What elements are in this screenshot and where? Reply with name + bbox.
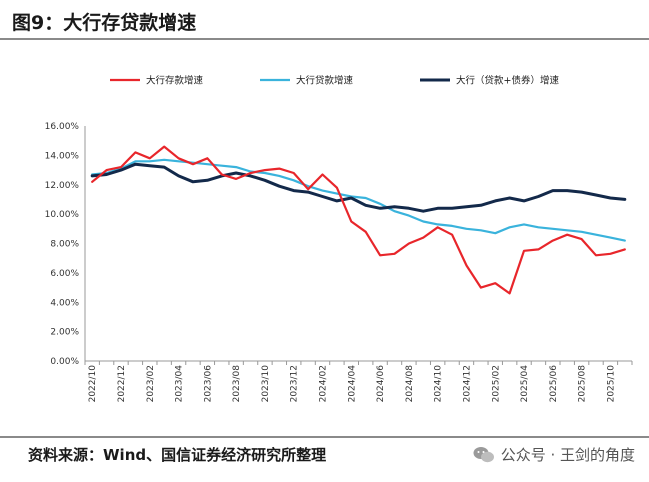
legend-label-2: 大行贷款增速 — [296, 75, 354, 87]
x-tick-label: 2023/08 — [232, 365, 242, 403]
series-line-2 — [91, 158, 626, 242]
title-divider — [0, 38, 649, 40]
x-tick-label: 2025/10 — [606, 365, 616, 403]
y-tick-label: 12.00% — [45, 181, 80, 191]
source-note: 资料来源：Wind、国信证券经济研究所整理 — [28, 446, 327, 464]
x-tick-label: 2024/02 — [319, 365, 329, 402]
y-tick-label: 6.00% — [50, 269, 79, 279]
legend-label-3: 大行（贷款+债券）增速 — [456, 75, 559, 87]
y-tick-label: 4.00% — [50, 298, 79, 308]
x-tick-label: 2022/12 — [117, 365, 127, 402]
series-line-3 — [90, 162, 627, 213]
y-tick-label: 8.00% — [50, 240, 79, 250]
watermark: 公众号 · 王剑的角度 — [473, 444, 635, 465]
y-axis: 0.00% 2.00% 4.00% 6.00% 8.00% 10.00% 12.00% 14.… — [45, 122, 86, 367]
x-tick-label: 2024/08 — [405, 365, 415, 403]
x-tick-label: 2025/08 — [578, 365, 588, 403]
x-tick-label: 2025/06 — [549, 365, 559, 403]
chart-title: 图9：大行存贷款增速 — [12, 12, 197, 34]
x-tick-label: 2023/12 — [290, 365, 300, 402]
legend-label-1: 大行存款增速 — [146, 75, 204, 87]
watermark-text: 公众号 · 王剑的角度 — [500, 446, 635, 464]
series-line-1 — [91, 145, 626, 295]
x-tick-label: 2023/06 — [203, 365, 213, 403]
series-lines — [90, 145, 627, 295]
x-tick-label: 2024/04 — [347, 365, 357, 403]
y-tick-label: 2.00% — [50, 328, 79, 338]
y-tick-label: 14.00% — [45, 151, 80, 161]
y-tick-label: 0.00% — [50, 357, 79, 367]
x-tick-label: 2025/02 — [491, 365, 501, 402]
wechat-icon — [473, 446, 494, 462]
x-tick-label: 2024/06 — [376, 365, 386, 403]
x-tick-label: 2023/02 — [146, 365, 156, 402]
footer-divider — [0, 436, 649, 438]
x-axis: 2022/10 2022/12 2023/02 2023/04 2023/06 2023/… — [84, 360, 633, 403]
x-tick-label: 2022/10 — [88, 365, 98, 403]
x-tick-label: 2024/10 — [434, 365, 444, 403]
x-tick-label: 2025/04 — [520, 365, 530, 403]
x-tick-label: 2023/10 — [261, 365, 271, 403]
x-tick-label: 2024/12 — [462, 365, 472, 402]
y-tick-label: 10.00% — [45, 210, 80, 220]
y-tick-label: 16.00% — [45, 122, 80, 132]
line-chart: 大行存款增速 大行贷款增速 大行（贷款+债券）增速 0.00% 2.00% 4.00% 6… — [45, 75, 633, 403]
x-tick-label: 2023/04 — [175, 365, 185, 403]
chart-legend: 大行存款增速 大行贷款增速 大行（贷款+债券）增速 — [110, 75, 559, 87]
